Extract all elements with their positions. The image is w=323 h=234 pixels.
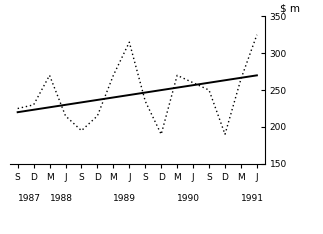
Text: 1988: 1988 <box>49 194 73 203</box>
Text: 1987: 1987 <box>18 194 41 203</box>
Text: 1990: 1990 <box>177 194 200 203</box>
Text: 1989: 1989 <box>113 194 136 203</box>
Text: 1991: 1991 <box>241 194 264 203</box>
Y-axis label: $ m: $ m <box>280 4 300 13</box>
